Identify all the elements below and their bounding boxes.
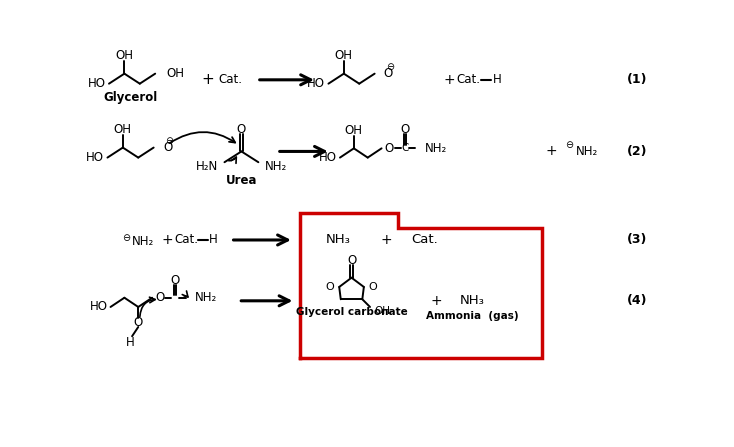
Text: Ammonia  (gas): Ammonia (gas) bbox=[426, 311, 519, 321]
Text: H: H bbox=[126, 336, 135, 349]
Text: Glycerol carbonate: Glycerol carbonate bbox=[296, 307, 407, 316]
Text: O: O bbox=[384, 67, 393, 80]
Text: +: + bbox=[443, 73, 455, 87]
Text: O: O bbox=[326, 282, 335, 292]
Text: (2): (2) bbox=[627, 145, 647, 158]
Text: (3): (3) bbox=[627, 233, 647, 246]
Text: (1): (1) bbox=[627, 73, 647, 86]
Text: Glycerol: Glycerol bbox=[103, 91, 158, 104]
Text: OH: OH bbox=[335, 50, 353, 63]
Text: +: + bbox=[380, 233, 392, 247]
Text: O: O bbox=[170, 274, 180, 287]
Text: OH: OH bbox=[166, 67, 184, 80]
Text: Cat.: Cat. bbox=[411, 233, 438, 246]
Text: NH₂: NH₂ bbox=[264, 160, 287, 173]
Text: NH₂: NH₂ bbox=[132, 235, 154, 248]
Text: O: O bbox=[368, 282, 377, 292]
Text: O: O bbox=[134, 316, 143, 329]
Text: H: H bbox=[209, 233, 218, 246]
Text: O: O bbox=[155, 291, 164, 304]
Text: NH₂: NH₂ bbox=[575, 145, 598, 158]
Text: +: + bbox=[161, 233, 173, 247]
Text: OH: OH bbox=[114, 123, 132, 136]
Text: HO: HO bbox=[319, 151, 337, 164]
Text: ⊖: ⊖ bbox=[122, 233, 130, 243]
Text: H: H bbox=[493, 73, 501, 86]
Text: HO: HO bbox=[88, 77, 106, 90]
Text: Cat.: Cat. bbox=[457, 73, 481, 86]
Text: O: O bbox=[347, 253, 356, 266]
Text: O: O bbox=[400, 122, 410, 135]
Text: NH₃: NH₃ bbox=[460, 294, 485, 307]
Text: ⊖: ⊖ bbox=[386, 63, 394, 72]
Text: +: + bbox=[430, 294, 442, 308]
Text: ⊖: ⊖ bbox=[165, 136, 173, 147]
Text: Cat.: Cat. bbox=[219, 73, 243, 86]
Text: (4): (4) bbox=[627, 294, 647, 307]
Text: O: O bbox=[237, 122, 246, 135]
Text: HO: HO bbox=[308, 77, 325, 90]
Text: NH₂: NH₂ bbox=[425, 142, 447, 155]
Text: OH: OH bbox=[345, 124, 363, 137]
Text: NH₂: NH₂ bbox=[195, 291, 217, 304]
Text: HO: HO bbox=[87, 151, 104, 164]
Text: O: O bbox=[385, 142, 394, 155]
Text: +: + bbox=[201, 72, 214, 87]
Text: H₂N: H₂N bbox=[196, 160, 218, 173]
Text: OH: OH bbox=[374, 306, 390, 316]
Text: Cat.: Cat. bbox=[174, 233, 198, 246]
Text: OH: OH bbox=[115, 50, 134, 63]
Text: NH₃: NH₃ bbox=[326, 233, 351, 246]
Text: +: + bbox=[546, 144, 558, 158]
Text: Urea: Urea bbox=[225, 174, 257, 187]
Text: O: O bbox=[163, 141, 172, 154]
Text: C: C bbox=[401, 143, 408, 153]
Text: ⊖: ⊖ bbox=[565, 140, 573, 150]
Text: HO: HO bbox=[90, 300, 107, 313]
